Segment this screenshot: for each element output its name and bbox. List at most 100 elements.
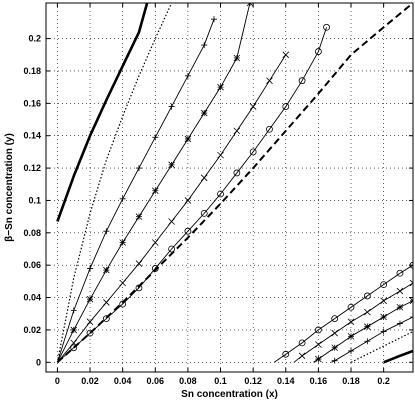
circle-marker — [380, 281, 388, 289]
x-marker — [249, 103, 257, 110]
y-tick-label: 0.1 — [28, 195, 41, 205]
y-tick-label: 0.08 — [23, 228, 41, 238]
star-marker — [70, 326, 78, 334]
star-marker — [217, 83, 224, 91]
plus-marker — [396, 320, 403, 327]
x-marker — [282, 51, 290, 59]
y-tick-label: 0.14 — [23, 131, 41, 141]
plus-marker — [70, 307, 77, 314]
y-tick-label: 0.18 — [23, 66, 41, 76]
star-marker — [168, 161, 175, 169]
series-11 — [331, 313, 413, 364]
plus-marker — [380, 328, 387, 335]
x-marker — [233, 127, 241, 135]
x-tick-label: 0.06 — [147, 376, 165, 386]
star-marker — [331, 344, 338, 352]
x-tick-label: 0.2 — [377, 376, 390, 386]
circle-marker — [347, 303, 355, 311]
circle-marker — [298, 77, 306, 85]
x-tick-label: 0.08 — [179, 376, 197, 386]
series-2 — [56, 3, 173, 363]
series-line — [56, 3, 413, 364]
x-tick-label: 0 — [55, 376, 60, 386]
plus-marker — [331, 357, 338, 364]
star-marker — [103, 266, 110, 274]
x-marker — [217, 151, 224, 159]
star-marker — [233, 54, 241, 62]
series-line — [274, 264, 413, 363]
circle-marker — [249, 148, 257, 156]
circle-marker — [266, 125, 273, 133]
x-marker — [347, 318, 355, 326]
y-tick-label: 0 — [36, 357, 41, 367]
plus-marker — [364, 338, 371, 345]
x-marker — [331, 329, 338, 337]
x-tick-label: 0.16 — [310, 376, 328, 386]
circle-marker — [86, 329, 94, 337]
star-marker — [364, 323, 371, 330]
star-marker — [396, 303, 404, 311]
star-marker — [347, 333, 355, 340]
x-marker — [315, 341, 322, 348]
series-line — [56, 19, 215, 363]
x-marker — [103, 299, 110, 306]
x-marker — [135, 260, 143, 267]
y-tick-label: 0.16 — [23, 98, 41, 108]
x-tick-label: 0.18 — [342, 376, 360, 386]
x-marker — [396, 287, 404, 295]
star-marker — [380, 313, 387, 321]
plus-marker — [152, 134, 159, 141]
series-8 — [274, 261, 413, 363]
series-4 — [57, 3, 254, 363]
axis-ticks: 0 0.02 0.04 0.06 0.08 0.1 0.12 0.14 0.16 0.18 0.2 0… — [23, 3, 413, 386]
circle-marker — [282, 350, 290, 358]
y-axis-label: β−Sn concentration (y) — [4, 133, 15, 242]
circle-marker — [217, 190, 224, 198]
x-tick-label: 0.02 — [81, 376, 99, 386]
plus-marker — [135, 165, 142, 172]
x-marker — [168, 218, 175, 225]
plus-marker — [201, 42, 208, 49]
circle-marker — [70, 344, 78, 352]
circle-marker — [331, 315, 339, 322]
x-marker — [119, 279, 126, 287]
plus-marker — [348, 347, 355, 354]
series-line — [56, 3, 173, 363]
x-marker — [86, 318, 94, 326]
circle-marker — [363, 292, 371, 300]
circle-marker — [282, 103, 290, 110]
series-line — [293, 282, 413, 363]
series-7 — [56, 3, 413, 364]
series-1 — [56, 3, 149, 222]
circle-marker — [396, 269, 404, 277]
star-marker — [152, 187, 159, 195]
series-9 — [293, 279, 413, 363]
y-tick-label: 0.12 — [23, 163, 41, 173]
x-tick-label: 0.1 — [214, 376, 227, 386]
series-line — [56, 3, 149, 222]
series-line — [383, 349, 413, 364]
x-marker — [380, 297, 387, 305]
star-marker — [119, 239, 126, 246]
circle-marker — [102, 315, 110, 322]
series-3 — [56, 16, 218, 363]
circle-marker — [233, 169, 241, 177]
series-10 — [313, 297, 413, 363]
series-5 — [57, 51, 290, 363]
y-tick-label: 0.04 — [23, 293, 41, 303]
x-tick-label: 0.14 — [277, 376, 295, 386]
plus-marker — [87, 265, 94, 272]
series-line — [57, 3, 251, 363]
series-line — [350, 331, 413, 363]
plot-frame — [45, 2, 414, 373]
plus-marker — [184, 72, 191, 79]
series-12 — [350, 331, 413, 363]
x-marker — [364, 308, 371, 316]
series-line — [313, 300, 413, 363]
y-tick-label: 0.02 — [23, 325, 41, 335]
circle-marker — [200, 209, 208, 217]
x-marker — [409, 279, 413, 287]
plus-marker — [119, 195, 126, 202]
star-marker — [135, 213, 143, 220]
